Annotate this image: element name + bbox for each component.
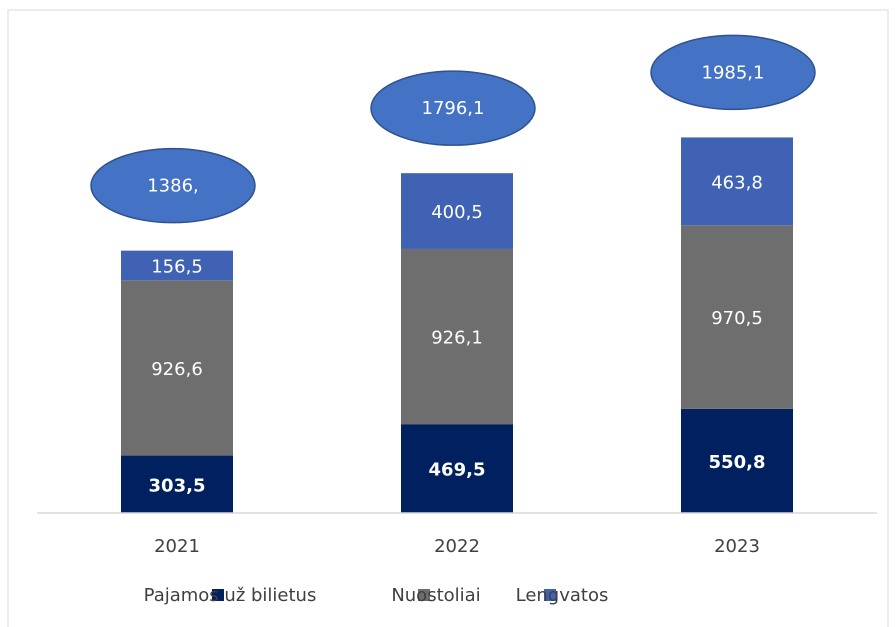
chart-frame [7,9,889,627]
data-label: 400,5 [431,202,483,223]
legend-swatch [212,589,224,601]
x-tick-label: 2022 [434,536,480,557]
bar-segment [121,250,233,281]
legend-label: Nuostoliai [391,585,480,606]
bar-segment [121,280,233,456]
bar-segment [121,455,233,513]
x-tick-label: 2021 [154,536,200,557]
data-label: 550,8 [709,452,766,473]
bar-segment [401,173,513,249]
legend-label: Pajamos už bilietus [144,585,317,606]
legend-swatch [544,589,556,601]
total-label: 1985,1 [702,62,765,83]
data-label: 469,5 [429,460,486,481]
x-tick-label: 2023 [714,536,760,557]
bar-segment [681,137,793,226]
bar-segment [401,424,513,513]
bar-segment [681,225,793,409]
data-label: 970,5 [711,308,763,329]
legend-label: Lengvatos [516,585,609,606]
total-label: 1386, [147,176,199,197]
legend-swatch [418,589,430,601]
total-bubble [90,147,256,224]
bar-segment [401,248,513,425]
data-label: 303,5 [149,475,206,496]
data-label: 463,8 [711,172,763,193]
total-label: 1796,1 [422,98,485,119]
bar-segment [681,408,793,513]
data-label: 926,6 [151,359,203,380]
data-label: 926,1 [431,328,483,349]
total-bubble [370,70,536,146]
data-label: 156,5 [151,256,203,277]
total-bubble [650,34,816,111]
